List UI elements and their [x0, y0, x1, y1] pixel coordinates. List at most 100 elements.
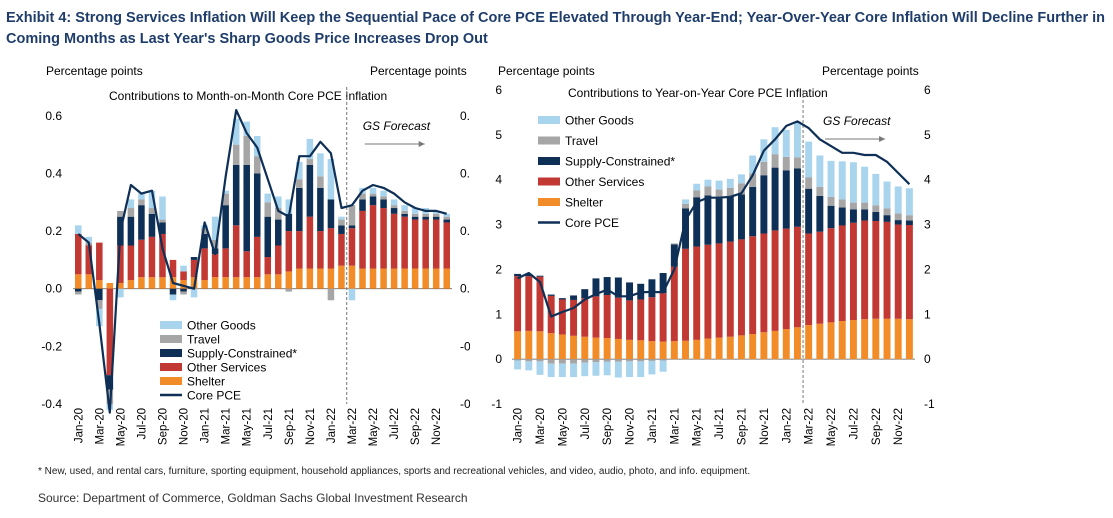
yoy-chart: Percentage points Percentage points Contri…: [491, 64, 935, 446]
bar-other-services: [148, 236, 156, 278]
bar-shelter: [536, 331, 544, 360]
bar-other-goods: [296, 161, 303, 180]
bar-other-services: [514, 276, 522, 332]
bar-travel: [338, 219, 345, 226]
bar-other-goods: [180, 265, 187, 272]
x-tick-label: Jan-21: [647, 408, 659, 443]
x-tick-label: Sep-21: [284, 408, 296, 445]
bar-travel: [872, 205, 880, 213]
bar-other-services: [85, 245, 93, 275]
bar-other-services: [905, 225, 913, 320]
bar-other-goods: [443, 213, 450, 217]
legend-swatch-shelter: [538, 198, 560, 206]
legend-swatch-other-goods: [160, 321, 182, 329]
bar-other-services: [75, 233, 82, 275]
y-tick-right: 5: [924, 128, 931, 142]
x-tick-label: Mar-21: [669, 408, 681, 444]
x-tick-label: Jul-21: [263, 408, 275, 439]
bar-travel: [380, 196, 387, 200]
bar-other-services: [626, 300, 634, 340]
bar-shelter: [805, 325, 813, 360]
x-tick-label: Nov-22: [893, 408, 905, 445]
bar-supply-constrained: [169, 288, 177, 295]
bar-other-goods: [637, 361, 645, 378]
legend-swatch-travel: [538, 136, 560, 145]
bar-other-goods: [275, 196, 282, 209]
bar-shelter: [327, 268, 335, 289]
bar-supply-constrained: [525, 273, 533, 277]
bar-other-services: [253, 236, 261, 278]
bar-other-goods: [306, 138, 314, 160]
bar-shelter: [85, 274, 93, 289]
bar-other-services: [536, 276, 544, 332]
bar-other-services: [838, 225, 846, 322]
bar-shelter: [275, 274, 282, 289]
bar-travel: [648, 359, 656, 361]
bar-supply-constrained: [159, 222, 166, 234]
y-tick-right: 0.6: [460, 109, 470, 123]
bar-other-services: [738, 239, 745, 336]
x-tick-label: May-21: [242, 408, 254, 446]
bar-other-goods: [592, 362, 600, 376]
legend-label-supply-constrained: Supply-Constrained*: [187, 347, 297, 361]
bar-supply-constrained: [148, 213, 156, 237]
bar-other-goods: [603, 361, 611, 376]
bar-other-services: [138, 239, 145, 278]
bar-travel: [883, 208, 891, 216]
bar-other-services: [127, 245, 135, 281]
x-tick-label: May-21: [692, 408, 704, 446]
y-tick-left: 6: [495, 83, 502, 97]
x-tick-label: Jan-20: [73, 408, 85, 443]
bar-travel: [243, 135, 250, 165]
bar-travel: [838, 199, 846, 208]
bar-travel: [525, 359, 533, 362]
x-tick-label: Mar-22: [347, 408, 359, 444]
bar-shelter: [180, 280, 187, 289]
bar-travel: [253, 156, 261, 174]
bar-travel: [637, 359, 645, 362]
bar-other-services: [190, 259, 198, 278]
bar-other-goods: [558, 363, 566, 378]
x-tick-label: Jul-21: [714, 408, 726, 439]
bar-shelter: [838, 321, 846, 360]
bar-supply-constrained: [127, 216, 135, 246]
bar-travel: [285, 288, 293, 292]
bar-shelter: [306, 268, 314, 289]
bar-supply-constrained: [715, 198, 723, 244]
bar-other-services: [275, 245, 282, 275]
bar-travel: [264, 202, 272, 217]
bar-supply-constrained: [348, 225, 356, 229]
bar-travel: [805, 177, 813, 189]
bar-supply-constrained: [369, 196, 377, 206]
bar-other-services: [637, 299, 645, 341]
bar-supply-constrained: [849, 209, 857, 223]
y-tick-right: -0.2: [460, 339, 470, 353]
x-tick-label: Mar-22: [804, 408, 816, 444]
bar-travel: [715, 189, 723, 199]
legend-label-supply-constrained: Supply-Constrained*: [565, 155, 675, 169]
y-tick-right: -0.4: [460, 397, 470, 411]
bar-supply-constrained: [861, 209, 869, 221]
bar-shelter: [715, 337, 723, 360]
bar-supply-constrained: [603, 277, 611, 295]
bar-other-services: [180, 271, 187, 281]
bar-other-goods: [317, 153, 324, 177]
bar-shelter: [401, 268, 408, 289]
ylabel-left: Percentage points: [498, 64, 595, 78]
bar-travel: [849, 202, 857, 210]
y-tick-right: -1: [924, 397, 935, 411]
bar-other-goods: [75, 225, 82, 234]
y-tick-left: 0.2: [45, 224, 62, 238]
chart-subtitle: Contributions to Year-on-Year Core PCE I…: [568, 86, 828, 100]
bar-supply-constrained: [592, 278, 600, 297]
bar-other-goods: [338, 216, 345, 220]
legend-swatch-other-services: [160, 363, 182, 371]
bar-other-goods: [570, 363, 578, 378]
bar-travel: [626, 359, 634, 362]
bar-shelter: [603, 338, 611, 360]
bar-other-services: [894, 224, 902, 319]
legend-swatch-other-goods: [538, 116, 560, 124]
bar-travel: [704, 186, 712, 196]
bar-shelter: [359, 268, 366, 289]
bar-other-goods: [525, 361, 533, 371]
